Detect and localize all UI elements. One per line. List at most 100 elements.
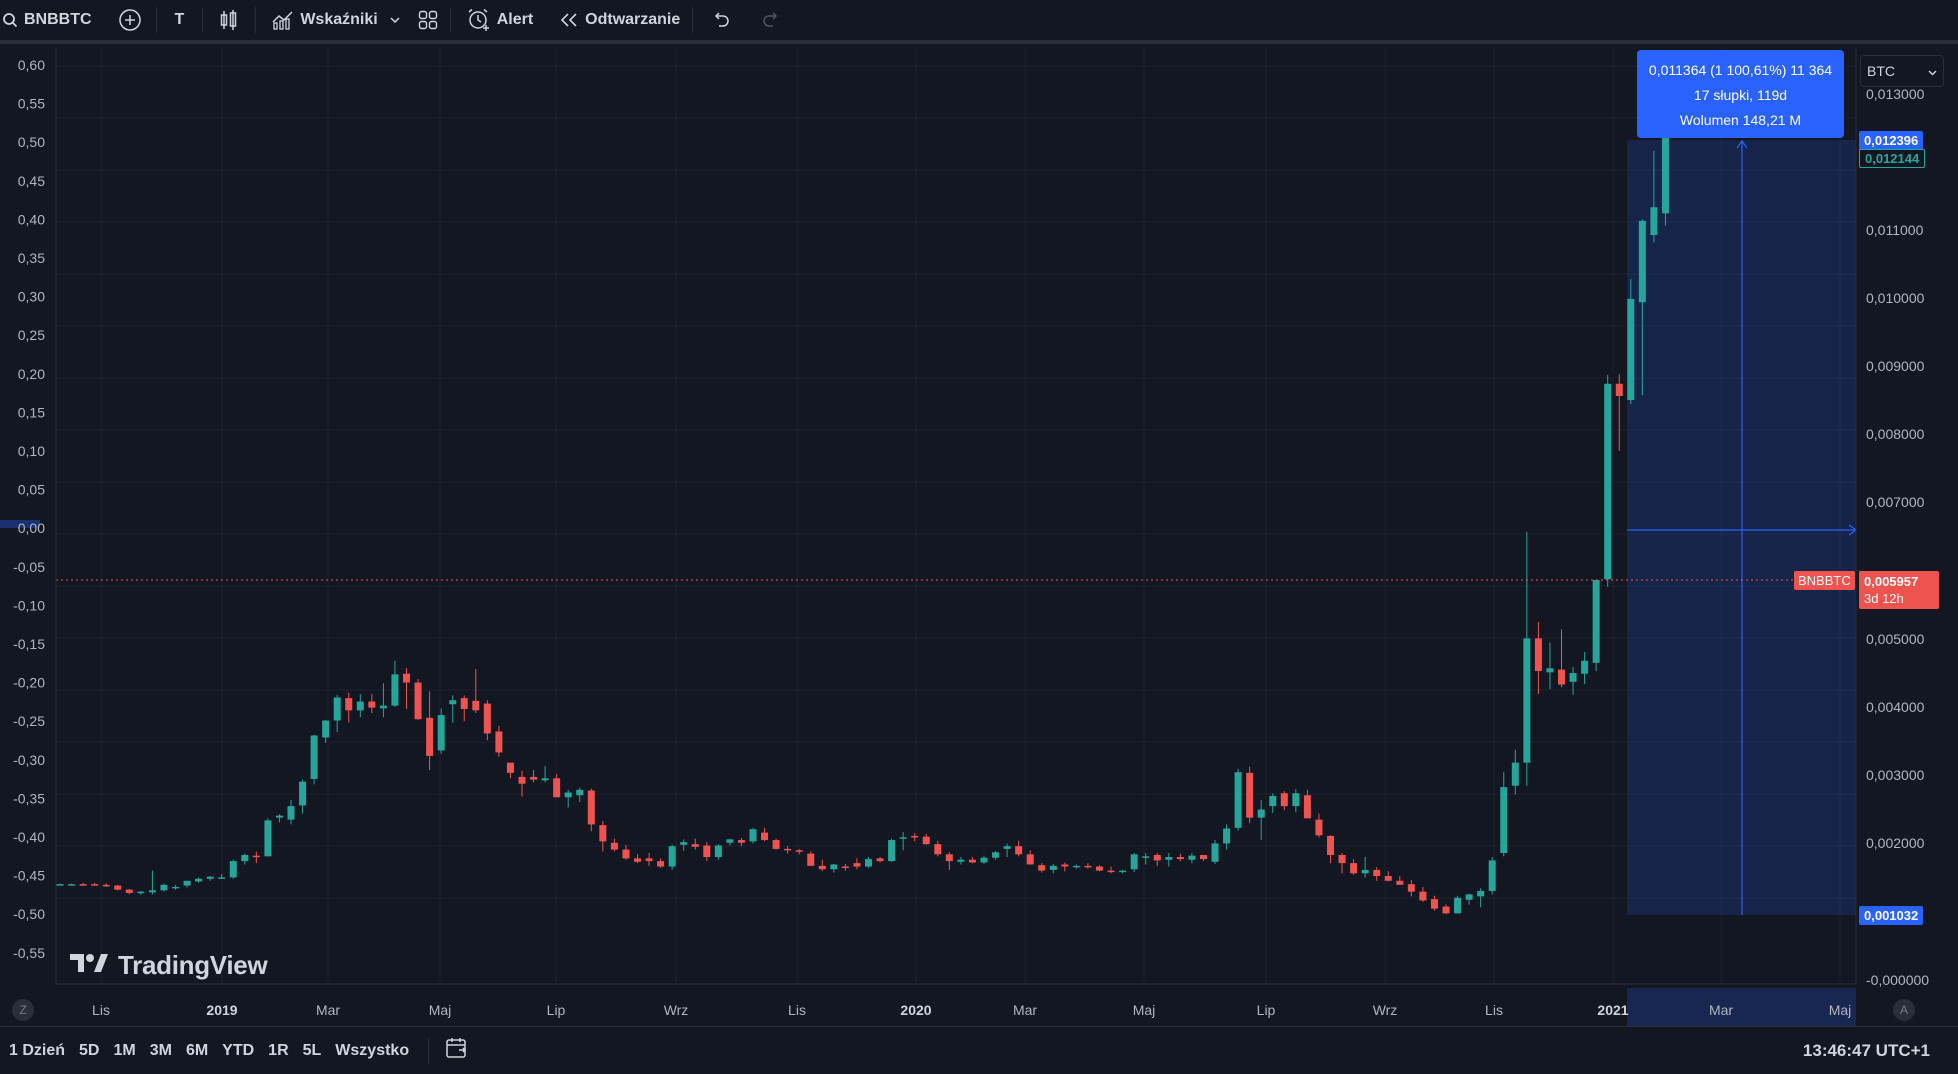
candle-body [657,861,665,867]
calendar-icon [445,1038,469,1063]
indicators-button[interactable]: Wskaźniki [256,0,383,40]
left-axis-tick: 0,45 [18,173,45,189]
replay-button[interactable]: Odtwarzanie [545,0,692,40]
range-button[interactable]: 6M [185,1041,209,1059]
left-axis-tick: -0,55 [13,945,45,961]
toolbar-divider [255,7,257,33]
candle-body [1384,876,1392,881]
undo-icon [711,12,731,28]
auto-scale-button[interactable]: A [1893,999,1915,1021]
candle-body [634,858,641,862]
clock-timezone[interactable]: 13:46:47 UTC+1 [1802,1041,1930,1060]
candle-body [934,844,942,855]
right-axis-tick: 0,003000 [1866,767,1925,783]
current-price-label: 0,005957 3d 12h [1859,571,1939,609]
candle-body [1523,638,1531,763]
candle-body [160,884,168,891]
price-chart[interactable]: 0,60 0,55 0,50 0,45 0,40 0,35 0,30 0,25 0,20 0,15… [0,48,1958,1026]
candle-body [1465,894,1473,900]
candle-body [195,878,203,882]
candle-body [945,854,953,862]
candle-body [437,715,445,751]
time-axis-label: Mar [1013,1002,1037,1018]
right-axis-tick: 0,008000 [1866,426,1925,442]
right-axis[interactable]: 0,013000 0,011000 0,010000 0,009000 0,008000… [1866,86,1929,988]
candle-body [91,884,99,886]
candle-body [772,840,780,849]
candles-icon [219,9,239,31]
tradingview-logo[interactable]: TradingView [70,950,268,981]
candle-body [1223,828,1231,844]
left-axis-tick: -0,50 [13,906,45,922]
left-axis-tick: 0,20 [18,366,45,382]
candle-body [1581,660,1589,674]
indicators-dropdown-button[interactable] [384,0,406,40]
candle-body [576,789,584,796]
go-to-date-button[interactable] [441,1037,473,1064]
candle-body [691,844,699,847]
time-axis-label: 2019 [206,1002,237,1018]
chart-type-button[interactable] [203,0,255,40]
symbol-search-button[interactable]: BNBBTC [0,0,104,40]
measure-bars-duration: 17 słupki, 119d [1693,87,1788,103]
candle-body [1350,863,1358,874]
candle-body [1407,884,1415,892]
candle-body [56,884,64,886]
candle-body [737,840,745,843]
range-button[interactable]: 5D [79,1041,100,1059]
interval-button[interactable]: T [157,0,203,40]
candle-body [1373,869,1381,877]
candle-body [310,735,318,779]
undo-button[interactable] [693,0,749,40]
candle-body [68,884,76,886]
left-axis-tick: -0,20 [13,675,45,691]
candle-body [1327,835,1334,855]
indicators-icon [272,10,294,30]
layout-templates-button[interactable] [406,0,450,40]
alert-button[interactable]: Alert [451,0,545,40]
range-button[interactable]: 3M [149,1041,172,1059]
candle-body [483,703,491,734]
left-axis[interactable]: 0,60 0,55 0,50 0,45 0,40 0,35 0,30 0,25 0,20 0,15… [13,57,45,961]
candle-body [102,884,110,887]
range-button[interactable]: Wszystko [335,1041,410,1059]
measure-volume: Wolumen 148,21 M [1679,112,1802,128]
redo-button[interactable] [749,0,793,40]
right-axis-tick: 0,005000 [1866,631,1925,647]
left-axis-tick: 0,30 [18,289,45,305]
candle-body [1269,795,1277,807]
range-button[interactable]: 1R [268,1041,289,1059]
candle-body [992,852,1000,858]
time-axis-label: Maj [1829,1002,1852,1018]
candle-body [645,858,653,862]
replay-label: Odtwarzanie [585,11,681,28]
candle-body [356,701,364,711]
candle-body [1130,854,1138,870]
timezone-button[interactable]: Z [12,999,34,1021]
range-button[interactable]: YTD [222,1041,255,1059]
currency-select[interactable]: BTC [1860,55,1944,87]
candle-body [1246,772,1254,818]
time-axis[interactable]: Lis 2019 Mar Maj Lip Wrz Lis 2020 Mar Maj Lip Wrz Li… [92,1002,1851,1018]
time-axis-label: 2021 [1597,1002,1628,1018]
time-axis-label: Lis [92,1002,110,1018]
candle-body [714,845,722,858]
toolbar-divider [155,7,157,33]
candle-body [968,859,976,863]
candle-body [518,776,526,784]
compare-symbol-button[interactable] [104,0,156,40]
left-axis-tick: 0,55 [18,96,45,112]
candle-body [1234,772,1242,828]
time-axis-label: Maj [1133,1002,1156,1018]
candle-body [1488,860,1496,891]
range-button[interactable]: 1M [113,1041,136,1059]
candle-body [1003,846,1011,849]
candle-body [345,698,353,711]
right-axis-tick: -0,000000 [1866,972,1929,988]
left-axis-tick: -0,25 [13,713,45,729]
candle-body [229,861,237,878]
candle-body [206,876,214,879]
range-button[interactable]: 5L [302,1041,322,1059]
last-close-price-label: 0,012144 [1859,149,1926,168]
range-button[interactable]: 1 Dzień [9,1041,66,1059]
